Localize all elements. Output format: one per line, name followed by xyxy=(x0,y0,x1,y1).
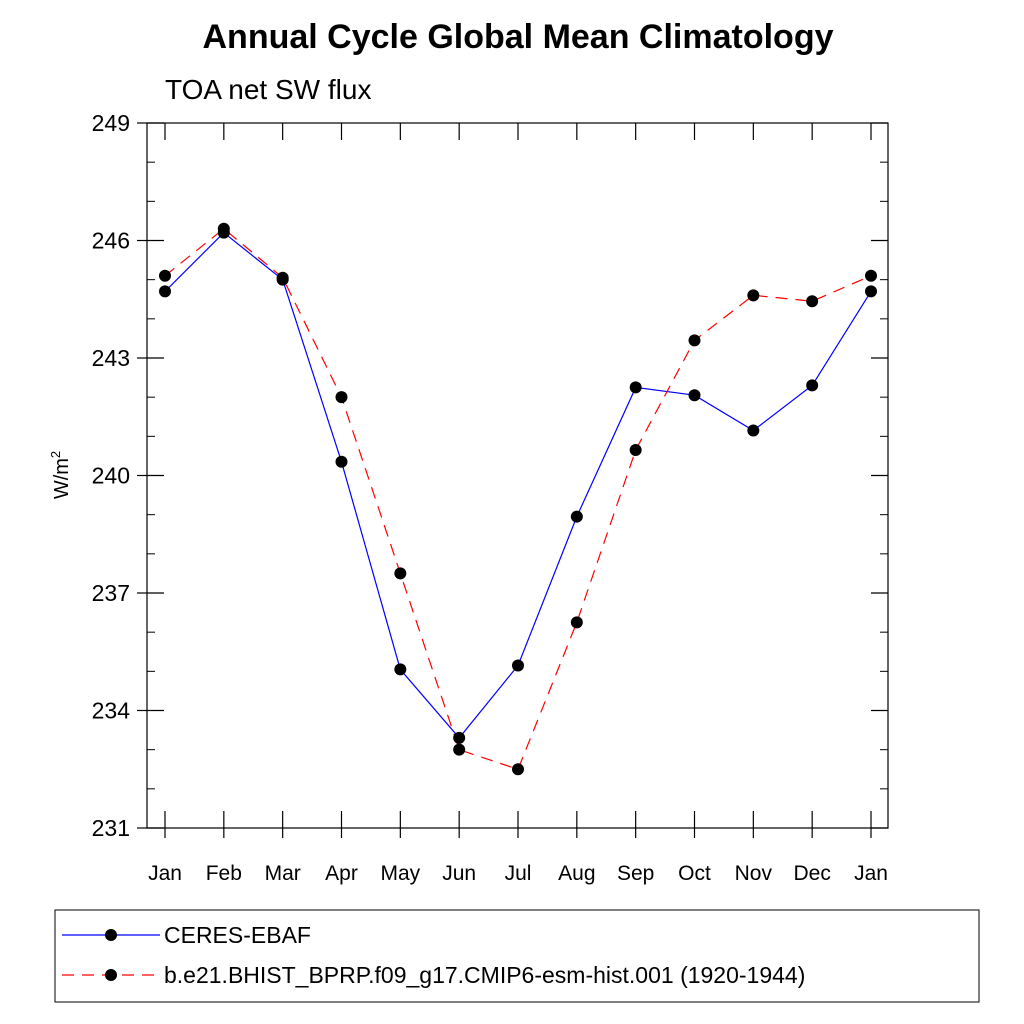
data-point-series-1 xyxy=(217,222,230,235)
data-point-series-0 xyxy=(806,379,819,392)
chart-title: Annual Cycle Global Mean Climatology xyxy=(203,18,834,56)
x-tick-label: Mar xyxy=(265,862,301,885)
legend-marker-ceres xyxy=(105,929,117,941)
y-tick-label: 240 xyxy=(92,463,130,489)
minor-ticks xyxy=(147,122,888,829)
x-tick-label: Sep xyxy=(617,862,654,885)
data-point-series-1 xyxy=(159,269,171,282)
data-point-series-1 xyxy=(806,295,819,308)
data-point-series-0 xyxy=(747,424,760,437)
x-tick-label: Jan xyxy=(854,862,888,885)
data-point-series-0 xyxy=(335,455,348,468)
data-point-series-1 xyxy=(276,271,289,284)
x-tick-label: Aug xyxy=(558,862,595,885)
data-point-series-1 xyxy=(865,269,877,282)
legend-label-ceres: CERES-EBAF xyxy=(164,922,311,948)
x-tick-label: Nov xyxy=(735,862,773,885)
y-tick-label: 243 xyxy=(92,345,130,371)
series-layer xyxy=(159,222,877,776)
x-tick-label: Jun xyxy=(442,862,476,885)
x-tick-label: Apr xyxy=(325,862,358,885)
legend: CERES-EBAF b.e21.BHIST_BPRP.f09_g17.CMIP… xyxy=(54,909,980,1003)
data-point-series-0 xyxy=(394,663,407,676)
data-point-series-1 xyxy=(747,289,760,302)
x-axis-ticks: Jan Feb Mar Apr May Jun Jul Aug Sep Oct Nov Dec Jan xyxy=(148,123,888,885)
y-axis-label-base: W/m xyxy=(51,458,73,499)
data-point-series-0 xyxy=(865,285,877,298)
x-tick-label: Dec xyxy=(793,862,830,885)
x-tick-label: Oct xyxy=(678,862,711,885)
legend-box xyxy=(54,909,980,1003)
y-tick-label: 237 xyxy=(92,580,130,606)
y-tick-label: 249 xyxy=(92,110,130,136)
x-tick-label: Jan xyxy=(148,862,182,885)
data-point-series-1 xyxy=(688,334,701,347)
data-point-series-0 xyxy=(688,389,701,402)
data-point-series-1 xyxy=(629,444,642,457)
data-point-series-1 xyxy=(335,391,348,404)
data-point-series-1 xyxy=(394,567,407,580)
data-point-series-0 xyxy=(629,381,642,394)
chart-subtitle: TOA net SW flux xyxy=(165,74,371,105)
y-axis-ticks: 231 234 237 240 243 246 249 xyxy=(92,110,888,841)
legend-marker-model xyxy=(105,969,117,981)
data-point-series-1 xyxy=(512,763,524,776)
y-axis-label-superscript: 2 xyxy=(48,451,63,458)
plot-frame xyxy=(146,122,889,829)
x-tick-label: May xyxy=(380,862,420,885)
legend-label-model: b.e21.BHIST_BPRP.f09_g17.CMIP6-esm-hist.… xyxy=(164,962,805,988)
y-tick-label: 246 xyxy=(92,228,130,254)
data-point-series-1 xyxy=(570,616,583,629)
y-axis-label: W/m2 xyxy=(48,451,73,499)
data-point-series-0 xyxy=(512,659,524,672)
series-line-1 xyxy=(164,227,872,771)
data-point-series-0 xyxy=(453,731,466,744)
x-tick-label: Feb xyxy=(206,862,242,885)
data-point-series-1 xyxy=(453,743,466,756)
x-tick-label: Jul xyxy=(505,862,532,885)
data-point-series-0 xyxy=(570,510,583,523)
y-tick-label: 234 xyxy=(92,698,131,724)
data-point-series-0 xyxy=(159,285,171,298)
y-tick-label: 231 xyxy=(92,815,130,841)
